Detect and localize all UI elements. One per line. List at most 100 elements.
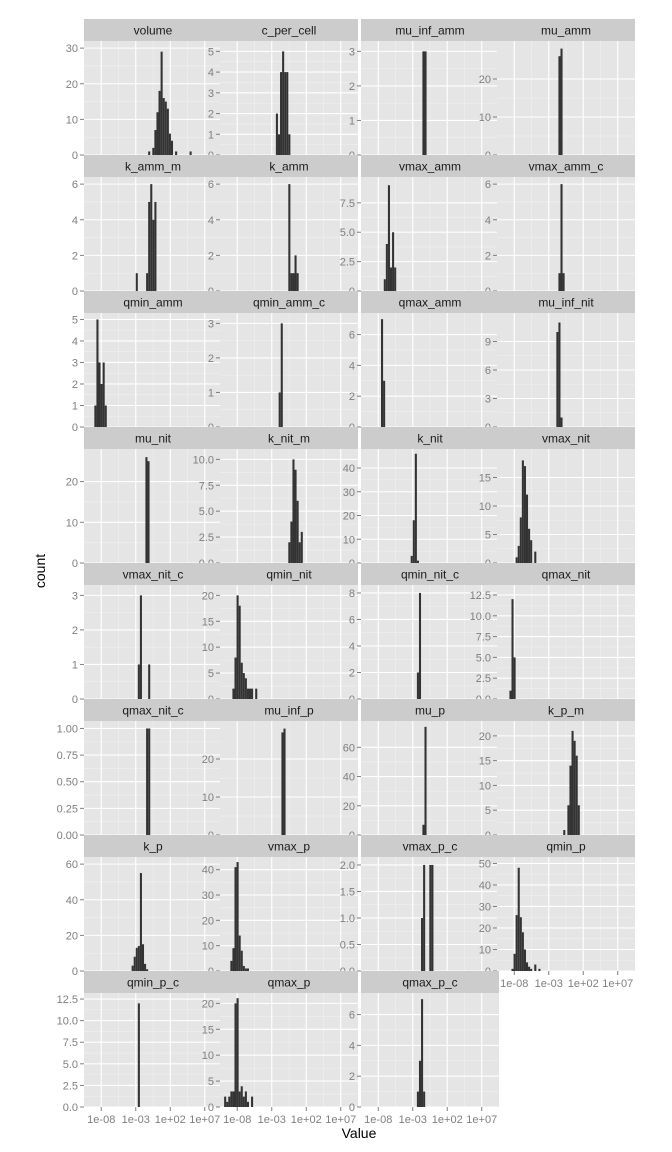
histogram-bar <box>104 405 107 427</box>
facet-qmin-p-c: qmin_p_c 0.0 2.5 5.0 7.5 10.0 12.5 1e-08 1e-03 1e… <box>57 971 222 1126</box>
histogram-bar <box>573 740 576 835</box>
histogram-bar <box>558 322 561 427</box>
histogram-bar <box>162 98 165 155</box>
y-tick-label: 4 <box>349 360 355 372</box>
histogram-bar <box>242 673 245 699</box>
y-tick-label: 1 <box>72 400 78 412</box>
histogram-bar <box>286 72 289 155</box>
histogram-bar <box>423 1091 426 1107</box>
histogram-bar <box>513 953 516 971</box>
y-tick-label: 10 <box>202 792 214 804</box>
y-tick-label: 15 <box>479 473 491 485</box>
histogram-bar <box>412 520 415 563</box>
y-tick-label: 2 <box>208 353 214 365</box>
y-tick-label: 2.5 <box>199 532 214 544</box>
histogram-bar <box>523 466 526 563</box>
histogram-bar <box>517 545 520 563</box>
y-tick-label: 7.5 <box>199 480 214 492</box>
histogram-bar <box>558 273 561 291</box>
facet-vmax-p-c: vmax_p_c0.00.51.01.52.0 <box>340 835 499 978</box>
histogram-bar <box>166 108 169 155</box>
histogram-bar <box>530 540 533 563</box>
histogram-bar <box>283 728 286 835</box>
y-tick-label: 10 <box>479 780 491 792</box>
histogram-bar <box>246 968 249 971</box>
histogram-bar <box>102 362 105 427</box>
y-tick-label: 4 <box>349 641 355 653</box>
histogram-bar <box>160 51 163 155</box>
histogram-bar <box>431 864 434 971</box>
y-tick-label: 20 <box>479 923 491 935</box>
facet-strip <box>220 427 358 449</box>
histogram-bar <box>282 51 285 156</box>
y-tick-label: 0.5 <box>340 939 355 951</box>
facet-strip <box>220 971 358 993</box>
facet-strip <box>220 563 358 585</box>
histogram-bar <box>242 965 245 971</box>
y-tick-label: 1.0 <box>340 913 355 925</box>
histogram-bar <box>509 690 512 699</box>
histogram-bar <box>135 273 138 291</box>
y-tick-label: 10 <box>479 944 491 956</box>
y-tick-label: 0.75 <box>57 750 78 762</box>
facet-strip <box>497 291 635 313</box>
histogram-bar <box>523 949 526 971</box>
x-tick-label: 1e-08 <box>500 978 528 990</box>
histogram-bar <box>519 917 522 971</box>
y-tick-label: 10 <box>479 112 491 124</box>
facet-label: k_p_m <box>548 704 584 718</box>
facet-label: c_per_cell <box>262 24 317 38</box>
facet-label: vmax_amm <box>399 160 461 174</box>
facet-strip <box>220 155 358 177</box>
histogram-bar <box>560 184 563 291</box>
y-tick-label: 20 <box>343 801 355 813</box>
histogram-bar <box>230 1091 233 1107</box>
facet-label: volume <box>134 24 173 38</box>
histogram-bar <box>519 517 522 563</box>
histogram-bar <box>244 968 247 971</box>
y-tick-label: 10.0 <box>193 454 214 466</box>
histogram-bar <box>515 915 518 971</box>
y-tick-label: 20 <box>343 511 355 523</box>
y-tick-label: 0 <box>72 966 78 978</box>
histogram-bar <box>144 963 147 971</box>
histogram-bar <box>292 459 295 563</box>
histogram-bar <box>387 185 390 291</box>
histogram-bar <box>224 1096 227 1107</box>
histogram-bar <box>175 151 178 155</box>
y-tick-label: 1.00 <box>57 723 78 735</box>
x-tick-label: 1e+02 <box>432 1114 463 1126</box>
y-tick-label: 7.5 <box>63 1037 78 1049</box>
y-tick-label: 2.5 <box>340 257 355 269</box>
y-tick-label: 2 <box>72 625 78 637</box>
x-tick-label: 1e-03 <box>535 978 563 990</box>
y-tick-label: 1.5 <box>340 886 355 898</box>
facet-label: qmax_amm <box>399 296 462 310</box>
histogram-bar <box>240 662 243 699</box>
histogram-bar <box>164 101 167 155</box>
histogram-bar <box>277 134 281 155</box>
facet-strip <box>361 19 499 41</box>
histogram-bar <box>385 243 388 291</box>
y-tick-label: 20 <box>202 998 214 1010</box>
histogram-bar <box>383 279 386 291</box>
y-tick-label: 40 <box>479 880 491 892</box>
y-tick-label: 2 <box>349 391 355 403</box>
y-tick-label: 12.5 <box>57 994 78 1006</box>
y-tick-label: 30 <box>66 43 78 55</box>
y-tick-label: 2 <box>72 379 78 391</box>
histogram-bar <box>170 140 174 155</box>
histogram-bar <box>280 323 283 427</box>
histogram-bar <box>556 332 559 427</box>
y-tick-label: 6 <box>485 365 491 377</box>
y-tick-label: 4 <box>485 215 491 227</box>
histogram-bar <box>521 932 524 971</box>
histogram-bar <box>296 273 299 291</box>
histogram-bar <box>300 531 303 563</box>
histogram-bar <box>511 599 514 699</box>
histogram-bar <box>148 728 151 835</box>
facet-qmin-nit-c: qmin_nit_c02468 <box>349 563 499 706</box>
histogram-bar <box>152 147 155 155</box>
y-tick-label: 1 <box>208 129 214 141</box>
